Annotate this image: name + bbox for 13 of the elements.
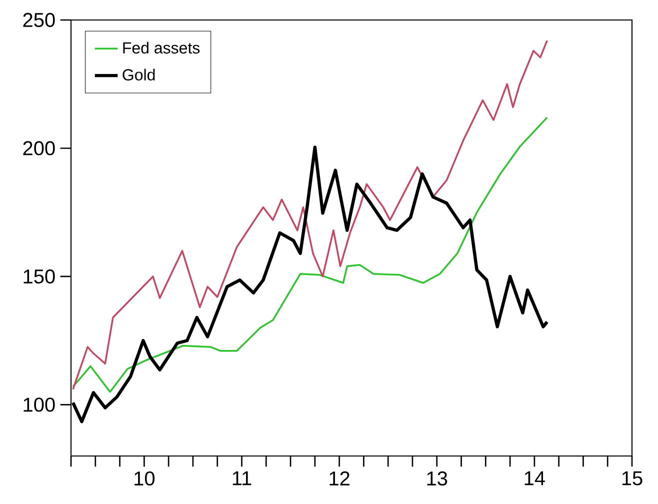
x-tick-label: 13 <box>427 471 448 486</box>
x-tick-label: 12 <box>330 471 350 486</box>
x-tick-label: 15 <box>622 471 642 486</box>
x-tick-label: 11 <box>232 471 252 486</box>
y-tick-label: 150 <box>24 269 55 284</box>
y-tick-label: 250 <box>23 12 55 28</box>
x-tick-label: 14 <box>524 471 545 486</box>
legend-label: Gold <box>122 68 155 80</box>
y-tick-label: 200 <box>23 141 55 156</box>
line-series <box>72 40 548 390</box>
x-tick-label: 10 <box>134 471 155 486</box>
legend-label: Fed assets <box>123 42 200 54</box>
y-tick-label: 100 <box>24 398 55 412</box>
